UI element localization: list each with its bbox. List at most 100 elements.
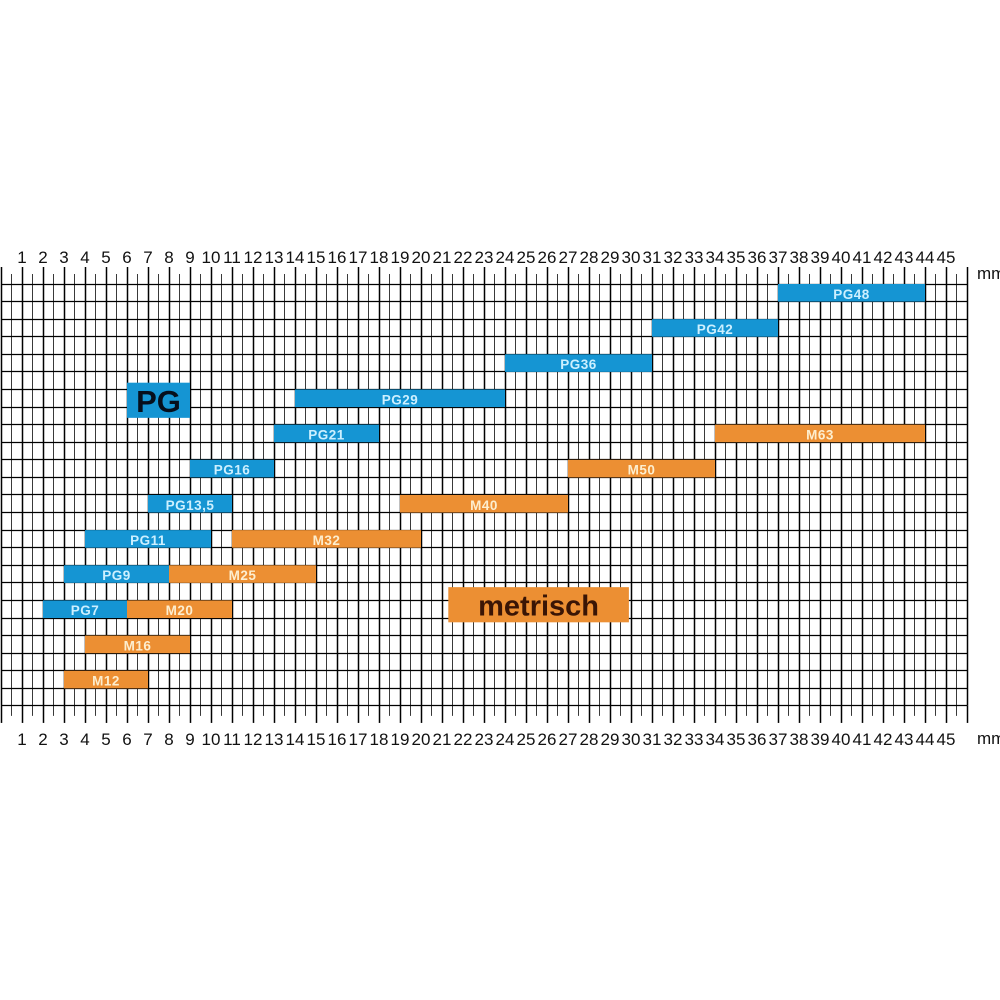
svg-text:30: 30 (622, 730, 641, 749)
svg-text:22: 22 (454, 248, 473, 267)
svg-text:27: 27 (559, 248, 578, 267)
svg-text:18: 18 (370, 248, 389, 267)
svg-text:3: 3 (59, 248, 68, 267)
svg-text:8: 8 (164, 248, 173, 267)
svg-text:12: 12 (244, 248, 263, 267)
svg-text:1: 1 (17, 730, 26, 749)
svg-text:PG48: PG48 (833, 287, 870, 302)
svg-text:42: 42 (874, 248, 893, 267)
svg-text:44: 44 (916, 730, 935, 749)
svg-text:24: 24 (496, 730, 515, 749)
svg-text:10: 10 (202, 730, 221, 749)
svg-text:9: 9 (185, 248, 194, 267)
svg-text:37: 37 (769, 248, 788, 267)
svg-text:PG21: PG21 (308, 427, 345, 442)
svg-text:mm: mm (977, 264, 1000, 283)
svg-text:17: 17 (349, 248, 368, 267)
svg-text:40: 40 (832, 730, 851, 749)
svg-text:34: 34 (706, 248, 725, 267)
svg-text:14: 14 (286, 248, 305, 267)
svg-text:45: 45 (937, 248, 956, 267)
svg-text:45: 45 (937, 730, 956, 749)
svg-text:37: 37 (769, 730, 788, 749)
svg-text:26: 26 (538, 248, 557, 267)
svg-text:M40: M40 (470, 498, 498, 513)
svg-text:16: 16 (328, 730, 347, 749)
svg-text:mm: mm (977, 729, 1000, 748)
svg-text:32: 32 (664, 248, 683, 267)
svg-text:20: 20 (412, 730, 431, 749)
svg-text:35: 35 (727, 730, 746, 749)
svg-text:18: 18 (370, 730, 389, 749)
svg-text:21: 21 (433, 730, 452, 749)
svg-text:PG13,5: PG13,5 (166, 498, 215, 513)
svg-text:PG: PG (136, 384, 181, 419)
svg-text:39: 39 (811, 730, 830, 749)
svg-text:25: 25 (517, 730, 536, 749)
svg-text:19: 19 (391, 730, 410, 749)
svg-text:41: 41 (853, 730, 872, 749)
svg-text:31: 31 (643, 248, 662, 267)
svg-text:21: 21 (433, 248, 452, 267)
svg-text:11: 11 (223, 730, 241, 749)
svg-text:M25: M25 (229, 568, 257, 583)
svg-text:PG16: PG16 (214, 463, 251, 478)
svg-text:41: 41 (853, 248, 872, 267)
svg-text:PG29: PG29 (382, 392, 419, 407)
svg-text:PG7: PG7 (71, 603, 100, 618)
svg-text:44: 44 (916, 248, 935, 267)
svg-text:PG42: PG42 (697, 322, 734, 337)
svg-text:30: 30 (622, 248, 641, 267)
svg-text:5: 5 (101, 248, 110, 267)
svg-text:24: 24 (496, 248, 515, 267)
svg-text:42: 42 (874, 730, 893, 749)
svg-text:11: 11 (223, 248, 241, 267)
svg-text:PG9: PG9 (102, 568, 131, 583)
svg-text:4: 4 (80, 248, 89, 267)
svg-text:16: 16 (328, 248, 347, 267)
svg-text:15: 15 (307, 730, 326, 749)
svg-text:43: 43 (895, 730, 914, 749)
svg-text:13: 13 (265, 730, 284, 749)
svg-text:32: 32 (664, 730, 683, 749)
svg-text:23: 23 (475, 248, 494, 267)
svg-text:9: 9 (185, 730, 194, 749)
svg-text:2: 2 (38, 248, 47, 267)
svg-text:34: 34 (706, 730, 725, 749)
svg-text:36: 36 (748, 730, 767, 749)
svg-text:PG11: PG11 (130, 533, 166, 548)
svg-text:M63: M63 (806, 427, 834, 442)
svg-text:28: 28 (580, 730, 599, 749)
svg-text:29: 29 (601, 730, 620, 749)
svg-text:1: 1 (17, 248, 26, 267)
svg-text:38: 38 (790, 730, 809, 749)
svg-text:33: 33 (685, 730, 704, 749)
svg-text:3: 3 (59, 730, 68, 749)
svg-text:metrisch: metrisch (478, 591, 599, 623)
svg-text:29: 29 (601, 248, 620, 267)
svg-text:23: 23 (475, 730, 494, 749)
svg-text:6: 6 (122, 730, 131, 749)
svg-text:M32: M32 (313, 533, 341, 548)
svg-text:14: 14 (286, 730, 305, 749)
svg-text:35: 35 (727, 248, 746, 267)
svg-text:22: 22 (454, 730, 473, 749)
svg-text:38: 38 (790, 248, 809, 267)
svg-text:5: 5 (101, 730, 110, 749)
svg-text:M50: M50 (628, 463, 656, 478)
svg-text:M16: M16 (124, 638, 152, 653)
svg-text:19: 19 (391, 248, 410, 267)
svg-text:17: 17 (349, 730, 368, 749)
svg-text:15: 15 (307, 248, 326, 267)
svg-text:39: 39 (811, 248, 830, 267)
svg-text:7: 7 (143, 248, 152, 267)
svg-text:8: 8 (164, 730, 173, 749)
svg-text:33: 33 (685, 248, 704, 267)
svg-text:10: 10 (202, 248, 221, 267)
svg-text:43: 43 (895, 248, 914, 267)
svg-text:M20: M20 (166, 603, 194, 618)
svg-text:PG36: PG36 (560, 357, 597, 372)
svg-text:25: 25 (517, 248, 536, 267)
svg-text:31: 31 (643, 730, 662, 749)
svg-text:6: 6 (122, 248, 131, 267)
